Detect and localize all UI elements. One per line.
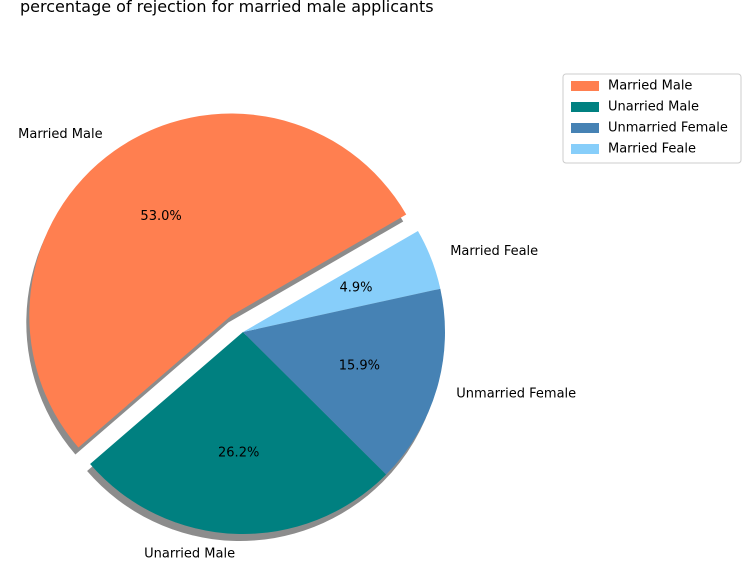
pie-pct-label-married-male: 53.0% (140, 209, 181, 224)
pie-category-label-unarried-male: Unarried Male (144, 547, 235, 562)
legend-frame (562, 73, 742, 164)
legend-label-married-feale: Married Feale (608, 142, 696, 157)
pie-pct-label-unarried-male: 26.2% (218, 446, 259, 461)
pie-slice-married-male (29, 113, 407, 448)
legend-label-unmarried-female: Unmarried Female (608, 121, 728, 136)
pie-slice-unarried-male (90, 332, 387, 534)
label-layer: 53.0% Married Male 26.2% Unarried Male 15.9%… (18, 127, 576, 562)
pie-category-label-unmarried-female: Unmarried Female (456, 387, 576, 402)
pie-category-label-married-feale: Married Feale (450, 244, 538, 259)
legend-swatch-unmarried-female (571, 123, 599, 133)
legend-swatch-married-feale (571, 144, 599, 154)
pie-category-label-married-male: Married Male (18, 127, 102, 142)
legend-label-married-male: Married Male (608, 79, 692, 94)
legend: Married Male Unarried Male Unmarried Femal… (562, 73, 742, 164)
chart-title: percentage of rejection for married male… (20, 0, 434, 16)
pie-pct-label-married-feale: 4.9% (339, 281, 372, 296)
legend-swatch-unarried-male (571, 102, 599, 112)
legend-swatch-married-male (571, 81, 599, 91)
pie-pct-label-unmarried-female: 15.9% (339, 358, 380, 373)
legend-label-unarried-male: Unarried Male (608, 100, 699, 115)
pie-slice-unmarried-female (243, 288, 445, 475)
slice-layer (29, 113, 445, 534)
pie-slice-married-feale (243, 231, 441, 332)
